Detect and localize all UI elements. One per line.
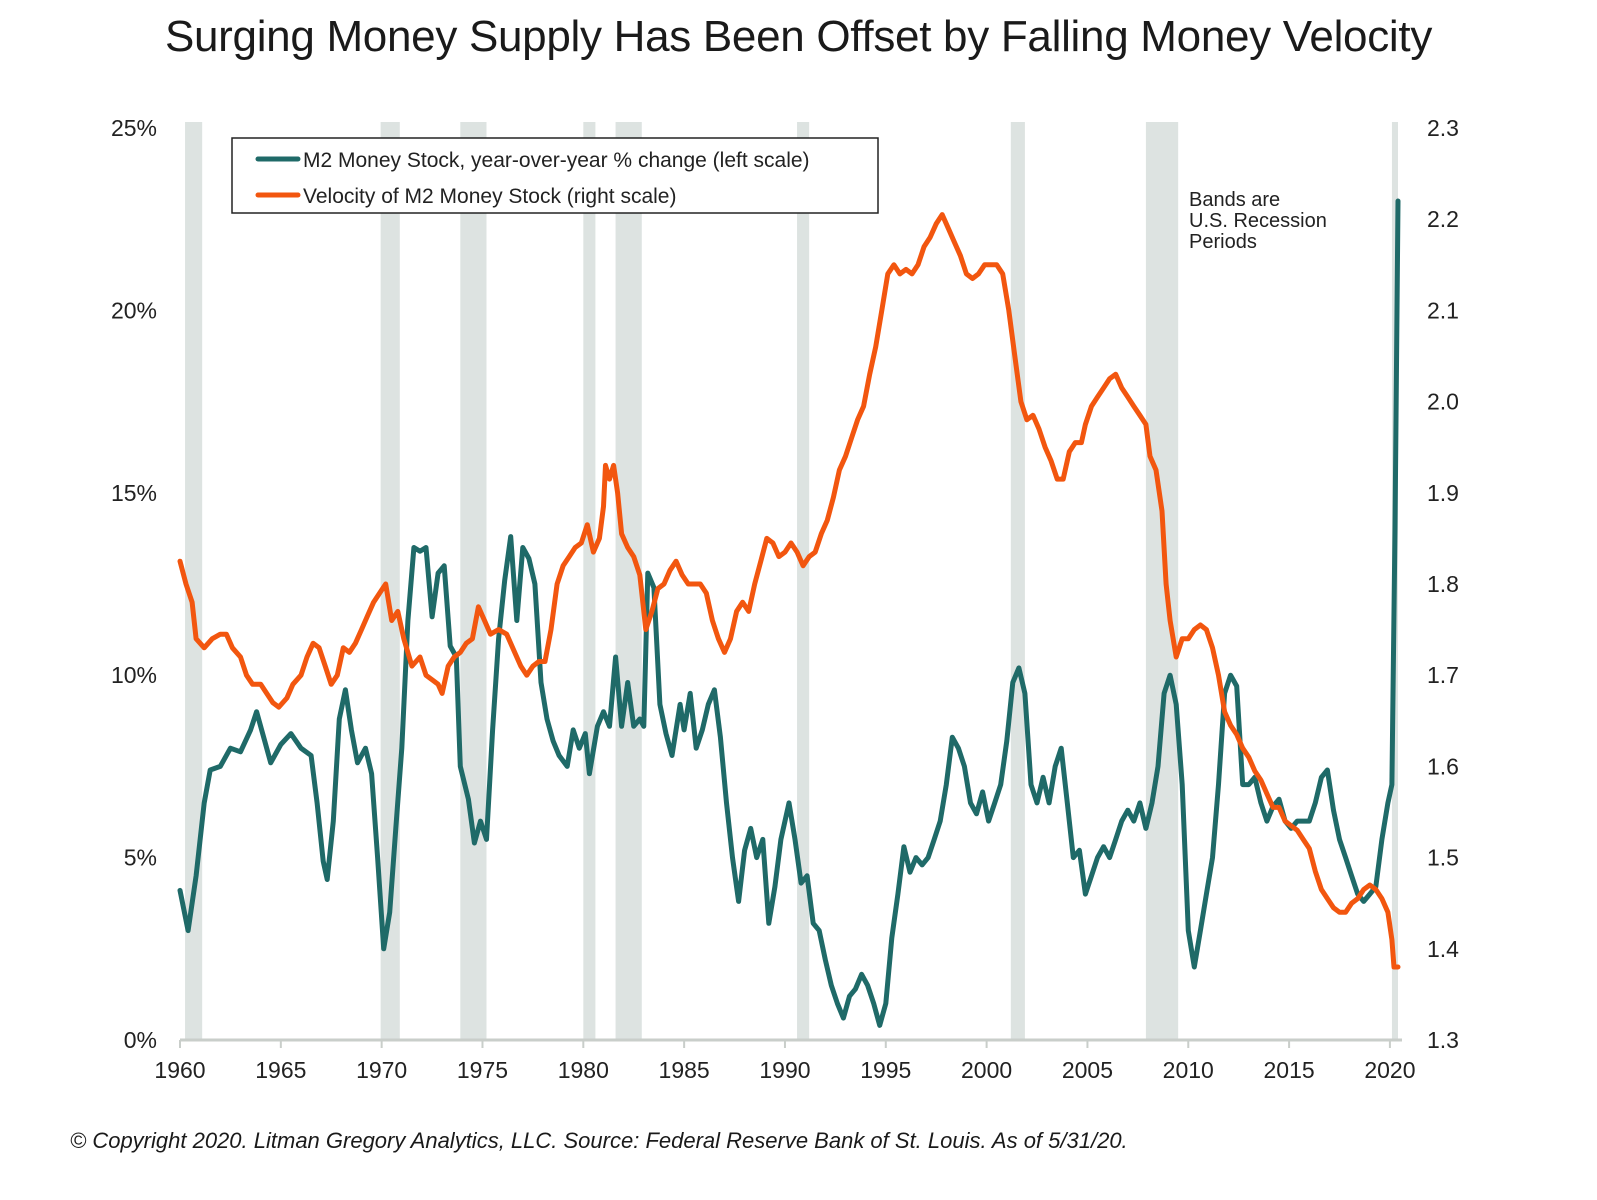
recession-band <box>1010 122 1025 1040</box>
recession-note-line-2: U.S. Recession <box>1189 210 1327 232</box>
right-axis-tick-label: 1.9 <box>1427 480 1459 506</box>
legend-box <box>231 137 879 214</box>
legend-label-m2: M2 Money Stock, year-over-year % change … <box>303 149 810 172</box>
recession-band <box>1145 122 1179 1040</box>
x-axis-tick-label: 2000 <box>961 1057 1012 1083</box>
x-axis-tick-label: 1990 <box>759 1057 810 1083</box>
left-axis-tick-label: 15% <box>111 480 157 506</box>
right-axis-tick-label: 1.7 <box>1427 662 1459 688</box>
right-axis-tick-label: 1.6 <box>1427 753 1459 779</box>
left-axis-tick-label: 0% <box>124 1027 157 1053</box>
x-axis-tick-label: 1965 <box>255 1057 306 1083</box>
recession-note-line-3: Periods <box>1189 231 1257 253</box>
right-axis-tick-label: 2.2 <box>1427 206 1459 232</box>
x-axis-tick-label: 2005 <box>1062 1057 1113 1083</box>
x-axis-tick-label: 1980 <box>558 1057 609 1083</box>
velocity-series-line <box>177 212 1401 970</box>
left-axis-tick-label: 25% <box>111 115 157 141</box>
x-axis-tick-label: 1995 <box>860 1057 911 1083</box>
x-axis-tick-label: 1970 <box>356 1057 407 1083</box>
recession-band <box>583 122 596 1040</box>
chart-title: Surging Money Supply Has Been Offset by … <box>164 12 1433 61</box>
right-y-axis: 1.3 1.4 1.5 1.6 1.7 1.8 1.9 2.0 2.1 2.2 2.3 <box>1427 115 1459 1053</box>
left-axis-tick-label: 10% <box>111 662 157 688</box>
right-axis-tick-label: 1.4 <box>1427 936 1459 962</box>
recession-bands <box>185 122 1398 1040</box>
x-axis-tick-label: 1960 <box>154 1057 205 1083</box>
recession-note: Bands are U.S. Recession Periods <box>1189 189 1327 253</box>
recession-band <box>797 122 810 1040</box>
right-axis-tick-label: 1.3 <box>1427 1027 1459 1053</box>
left-axis-tick-label: 5% <box>124 845 157 871</box>
right-axis-tick-label: 1.5 <box>1427 845 1459 871</box>
recession-band <box>460 122 487 1040</box>
legend: M2 Money Stock, year-over-year % change … <box>231 137 879 214</box>
x-axis-tick-label: 2010 <box>1163 1057 1214 1083</box>
right-axis-tick-label: 2.3 <box>1427 115 1459 141</box>
x-axis: 1960 1965 1970 1975 1980 1985 1990 1995 2000 2005… <box>154 1040 1416 1083</box>
copyright-footer: © Copyright 2020. Litman Gregory Analyti… <box>70 1128 1128 1153</box>
recession-band <box>615 122 642 1040</box>
x-axis-tick-label: 2015 <box>1264 1057 1315 1083</box>
m2-series-line <box>177 198 1401 1028</box>
recession-band <box>185 122 203 1040</box>
recession-note-line-1: Bands are <box>1189 189 1280 211</box>
right-axis-tick-label: 2.0 <box>1427 389 1459 415</box>
right-axis-tick-label: 1.8 <box>1427 571 1459 597</box>
left-axis-tick-label: 20% <box>111 297 157 323</box>
x-axis-tick-label: 1985 <box>659 1057 710 1083</box>
left-y-axis: 0% 5% 10% 15% 20% 25% <box>111 115 157 1053</box>
legend-label-velocity: Velocity of M2 Money Stock (right scale) <box>303 185 676 208</box>
x-axis-tick-label: 1975 <box>457 1057 508 1083</box>
x-axis-tick-label: 2020 <box>1364 1057 1415 1083</box>
right-axis-tick-label: 2.1 <box>1427 297 1459 323</box>
